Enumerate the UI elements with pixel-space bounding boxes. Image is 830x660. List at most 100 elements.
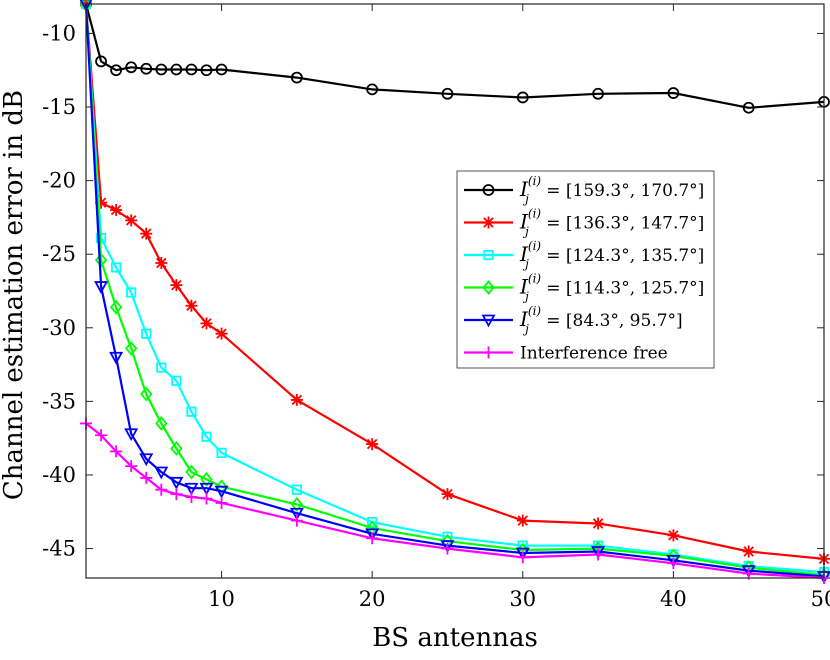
data-point-s114 (140, 386, 153, 402)
legend: I(i) j = [159.3°, 170.7°]I(i) j = [136.3°,… (456, 170, 715, 369)
data-point-s136 (215, 327, 228, 340)
data-point-s159 (441, 87, 454, 100)
data-point-s136 (742, 545, 755, 558)
data-point-sfree (200, 492, 213, 505)
data-point-s136 (366, 438, 379, 451)
series-line-s114 (84, 3, 825, 577)
data-point-s159 (290, 71, 303, 84)
data-point-s84 (741, 565, 756, 579)
data-point-s114 (290, 497, 304, 512)
series-line-s159 (84, 3, 825, 109)
data-point-s159 (170, 63, 183, 76)
data-point-s84 (184, 482, 199, 496)
data-point-s136 (95, 196, 108, 209)
data-point-sfree (441, 542, 454, 555)
data-point-s84 (94, 281, 109, 294)
x-tick-label: 20 (359, 587, 386, 611)
data-point-s136 (667, 529, 680, 542)
data-point-s136 (290, 393, 303, 406)
data-point-s159 (742, 101, 755, 114)
data-point-s124 (186, 406, 197, 417)
data-point-s136 (200, 317, 213, 330)
y-tick-label: -15 (42, 95, 76, 119)
series-line-sfree (85, 422, 825, 580)
data-point-sfree (667, 557, 680, 570)
data-point-sfree (366, 532, 379, 545)
data-point-s84 (169, 476, 184, 490)
data-point-s159 (185, 63, 198, 76)
data-point-s114 (155, 416, 168, 431)
data-point-s159 (200, 64, 213, 77)
x-tick-label: 40 (660, 587, 687, 611)
data-point-s159 (140, 62, 153, 75)
data-point-s124 (111, 262, 122, 273)
x-tick-label: 50 (811, 587, 830, 611)
y-tick-label: -10 (42, 21, 76, 45)
data-point-s136 (516, 514, 529, 527)
data-point-s159 (95, 55, 107, 68)
data-point-s159 (155, 63, 168, 76)
legend-label: I(i) j = [136.3°, 147.7°] (519, 207, 704, 239)
data-point-s124 (367, 516, 378, 528)
plot-frame (85, 3, 825, 579)
legend-box (456, 170, 715, 369)
data-point-s114 (125, 340, 138, 356)
y-tick-label: -30 (42, 316, 76, 340)
y-tick-label: -25 (42, 242, 76, 266)
x-tick-label: 30 (509, 587, 536, 611)
data-point-sfree (170, 488, 183, 501)
data-point-s159 (125, 61, 138, 74)
data-point-s136 (125, 214, 138, 227)
data-point-s124 (201, 431, 212, 442)
data-point-s124 (126, 287, 137, 298)
legend-label: I(i) j = [84.3°, 95.7°] (519, 304, 683, 336)
data-point-sfree (155, 483, 168, 496)
data-point-s136 (592, 517, 605, 530)
legend-marker (483, 249, 494, 261)
data-point-s84 (515, 547, 530, 561)
data-point-s84 (139, 453, 154, 467)
axes: 10 20 30 40 50 -10 -15 -20 -25 -30 -35 -40 -45 (42, 4, 830, 611)
data-point-s84 (440, 540, 455, 553)
series-s84 (79, 0, 830, 584)
data-point-sfree (95, 429, 108, 442)
data-point-s84 (124, 428, 139, 442)
data-point-s84 (289, 507, 304, 521)
data-point-s159 (215, 63, 228, 76)
legend-entry-s114: I(i) j = [114.3°, 125.7°] (464, 272, 704, 304)
data-point-sfree (140, 471, 153, 484)
y-tick-label: -40 (42, 463, 76, 487)
y-tick-label: -35 (42, 389, 76, 413)
data-point-s136 (185, 299, 198, 312)
legend-label: I(i) j = [124.3°, 135.7°] (519, 239, 704, 271)
data-point-sfree (592, 548, 605, 561)
legend-entry-s84: I(i) j = [84.3°, 95.7°] (464, 304, 683, 336)
data-point-s136 (110, 204, 123, 217)
series-s159 (80, 0, 830, 114)
data-point-sfree (215, 496, 228, 509)
data-point-s84 (109, 351, 124, 365)
legend-marker (482, 184, 495, 196)
data-point-sfree (185, 491, 198, 504)
data-point-s114 (109, 299, 123, 315)
legend-marker (482, 216, 495, 229)
series-line-s84 (84, 3, 825, 578)
data-point-s159 (667, 87, 680, 99)
data-point-s159 (516, 91, 529, 104)
data-point-s114 (170, 441, 183, 456)
legend-label: I(i) j = [114.3°, 125.7°] (519, 272, 704, 304)
data-point-s124 (171, 375, 182, 386)
legend-entry-sfree: Interference free (464, 344, 668, 364)
legend-label: I(i) j = [159.3°, 170.7°] (519, 174, 704, 206)
data-point-s84 (199, 482, 214, 496)
x-axis-title: BS antennas (372, 623, 538, 653)
data-point-sfree (125, 460, 138, 473)
legend-label: Interference free (520, 344, 668, 364)
data-point-sfree (290, 514, 303, 527)
series-sfree (80, 417, 830, 584)
data-point-s114 (215, 479, 228, 495)
y-axis-title: Channel estimation error in dB (0, 90, 29, 500)
data-point-s136 (441, 488, 454, 501)
y-tick-label: -45 (42, 537, 76, 561)
